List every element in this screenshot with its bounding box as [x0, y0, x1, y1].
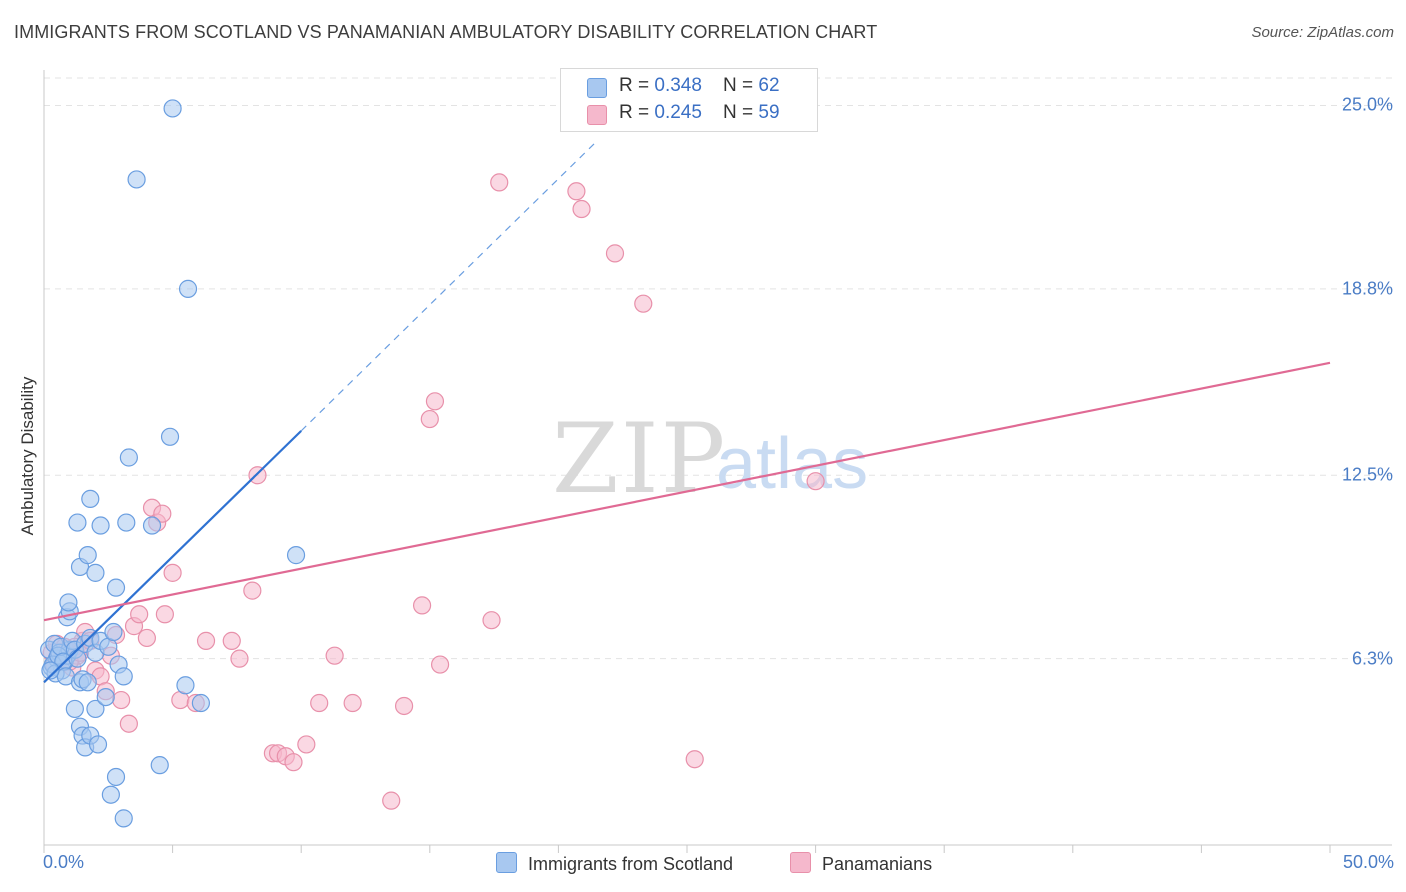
- point-scotland: [176, 676, 195, 695]
- point-panamanian: [153, 504, 172, 523]
- point-panamanian: [284, 753, 303, 772]
- point-scotland: [160, 427, 180, 446]
- point-scotland: [114, 809, 133, 828]
- point-panamanian: [325, 646, 344, 665]
- point-scotland: [117, 513, 136, 532]
- n-value-scotland: 62: [758, 75, 780, 96]
- point-scotland: [150, 756, 169, 775]
- trend-line-panamanians: [43, 361, 1331, 622]
- point-panamanian: [119, 714, 138, 733]
- point-panamanian: [394, 696, 414, 716]
- watermark-atlas: atlas: [716, 424, 868, 504]
- point-scotland: [286, 546, 306, 565]
- point-scotland: [106, 767, 126, 787]
- r-value-scotland: 0.348: [654, 75, 702, 96]
- point-scotland: [91, 516, 110, 535]
- point-scotland: [88, 735, 108, 754]
- point-panamanian: [605, 244, 625, 263]
- point-panamanian: [230, 649, 249, 668]
- swatch-scotland: [587, 78, 607, 98]
- point-scotland: [41, 661, 60, 680]
- point-scotland: [142, 516, 162, 535]
- n-label: N =: [723, 75, 759, 96]
- point-scotland: [106, 578, 126, 597]
- point-panamanian: [163, 563, 182, 582]
- n-value-panamanians: 59: [758, 102, 780, 123]
- point-panamanian: [634, 294, 653, 313]
- trend-line-scotland-extension: [300, 140, 598, 432]
- legend-item-panamanians[interactable]: Panamanians: [790, 852, 932, 875]
- point-scotland: [96, 687, 115, 707]
- point-panamanian: [685, 750, 704, 769]
- point-scotland: [78, 673, 97, 692]
- legend-swatch-panamanians: [790, 852, 811, 873]
- point-panamanian: [412, 596, 432, 615]
- axes: [43, 70, 1392, 853]
- gridlines: [44, 77, 1392, 660]
- legend-label-scotland: Immigrants from Scotland: [528, 854, 734, 874]
- legend-swatch-scotland: [496, 852, 517, 873]
- n-label: N =: [723, 102, 759, 123]
- r-value-panamanians: 0.245: [654, 102, 702, 123]
- point-panamanian: [137, 628, 156, 648]
- point-panamanian: [430, 655, 450, 674]
- legend-item-scotland[interactable]: Immigrants from Scotland: [496, 852, 733, 875]
- point-scotland: [78, 546, 97, 565]
- point-panamanian: [155, 605, 174, 624]
- watermark: ZIP atlas: [552, 403, 868, 515]
- point-scotland: [81, 489, 100, 509]
- point-scotland: [191, 693, 210, 713]
- point-panamanian: [297, 735, 316, 754]
- source-label: Source: ZipAtlas.com: [1251, 24, 1394, 41]
- point-scotland: [59, 593, 78, 612]
- x-tick-max: 50.0%: [1342, 852, 1394, 872]
- point-scotland: [101, 785, 120, 804]
- point-panamanian: [222, 631, 241, 650]
- stats-legend-box: R = 0.348 N = 62 R = 0.245 N = 59: [560, 68, 818, 132]
- y-tick-label: 18.8%: [1341, 278, 1393, 299]
- point-panamanian: [567, 182, 586, 201]
- trend-lines: [43, 140, 1331, 684]
- point-scotland: [86, 699, 105, 719]
- r-label: R =: [619, 102, 655, 123]
- point-scotland: [127, 170, 146, 189]
- y-tick-label: 25.0%: [1341, 94, 1393, 115]
- point-panamanian: [112, 690, 131, 710]
- point-scotland: [114, 667, 133, 686]
- point-scotland: [119, 448, 138, 467]
- point-scotland: [68, 513, 87, 532]
- point-panamanian: [243, 581, 262, 600]
- point-panamanian: [490, 173, 509, 192]
- point-scotland: [104, 622, 123, 642]
- point-panamanian: [343, 693, 362, 713]
- point-scotland: [86, 563, 105, 582]
- watermark-zip: ZIP: [552, 403, 727, 515]
- point-panamanian: [425, 392, 445, 411]
- point-scotland: [163, 99, 182, 118]
- y-tick-label: 6.3%: [1351, 648, 1393, 669]
- point-panamanian: [806, 472, 825, 491]
- chart-title: IMMIGRANTS FROM SCOTLAND VS PANAMANIAN A…: [14, 22, 878, 42]
- point-panamanian: [382, 791, 401, 810]
- point-scotland: [178, 279, 198, 298]
- point-panamanian: [196, 631, 216, 650]
- swatch-panamanians: [587, 105, 607, 125]
- point-panamanian: [310, 693, 329, 713]
- point-scotland: [65, 699, 84, 719]
- point-panamanian: [572, 199, 591, 219]
- y-tick-label: 12.5%: [1341, 464, 1393, 485]
- r-label: R =: [619, 75, 655, 96]
- legend-label-panamanians: Panamanians: [822, 854, 933, 874]
- point-panamanian: [420, 409, 439, 429]
- point-panamanian: [482, 611, 501, 630]
- x-tick-min: 0.0%: [43, 852, 85, 872]
- trend-line-scotland: [43, 430, 302, 684]
- point-panamanian: [130, 605, 149, 624]
- series-scotland: [40, 99, 306, 828]
